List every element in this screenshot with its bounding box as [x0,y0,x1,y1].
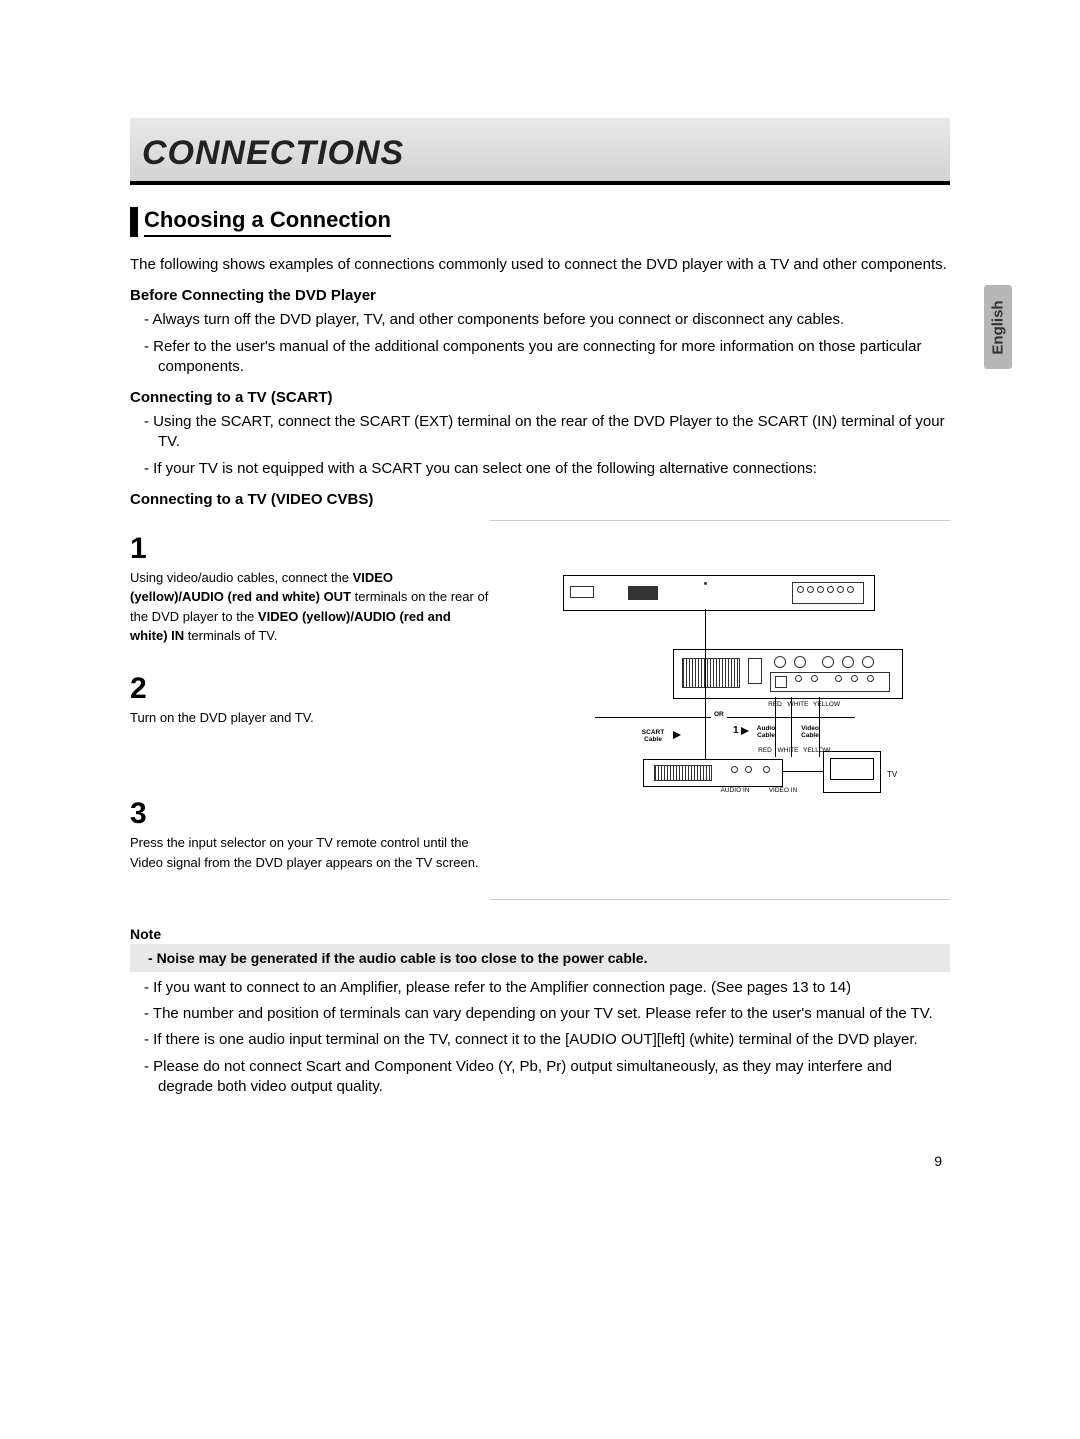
chapter-title: CONNECTIONS [142,134,938,173]
label-red: RED [757,747,773,754]
label-yellow: YELLOW [813,701,839,708]
list-item: If your TV is not equipped with a SCART … [130,459,950,479]
note-list: If you want to connect to an Amplifier, … [130,978,950,1097]
step-text-span: terminals of TV. [184,628,277,643]
list-item: Please do not connect Scart and Componen… [130,1057,950,1098]
list-item: The number and position of terminals can… [130,1004,950,1024]
step-number: 3 [130,797,490,831]
steps-and-diagram: 1 Using video/audio cables, connect the … [130,514,950,900]
label-video-in: VIDEO IN [763,787,803,794]
diagram-step-marker: 1 [733,725,739,736]
divider [490,899,950,900]
list-item: Refer to the user's manual of the additi… [130,337,950,378]
label-or: OR [711,711,727,718]
label-white: WHITE [777,747,799,754]
label-scart-cable: SCART Cable [635,729,671,743]
tv-icon [823,751,881,793]
list-item: Using the SCART, connect the SCART (EXT)… [130,412,950,453]
step-number: 2 [130,672,490,706]
list-item: If you want to connect to an Amplifier, … [130,978,950,998]
step-text: Turn on the DVD player and TV. [130,708,490,728]
subhead-scart: Connecting to a TV (SCART) [130,389,950,406]
step-text-span: Using video/audio cables, connect the [130,570,353,585]
step-text: Press the input selector on your TV remo… [130,833,490,872]
connection-diagram: RED WHITE YELLOW OR SCART Cable 1 Audio … [535,561,905,871]
diagram-column: RED WHITE YELLOW OR SCART Cable 1 Audio … [490,514,950,900]
list-item: Always turn off the DVD player, TV, and … [130,310,950,330]
label-tv: TV [887,771,897,780]
language-tab-text: English [990,300,1007,354]
label-audio-in: AUDIO IN [715,787,755,794]
scart-list: Using the SCART, connect the SCART (EXT)… [130,412,950,479]
page-number: 9 [934,1153,942,1169]
note-highlight: Noise may be generated if the audio cabl… [130,944,950,972]
subhead-cvbs: Connecting to a TV (VIDEO CVBS) [130,491,950,508]
before-list: Always turn off the DVD player, TV, and … [130,310,950,377]
tv-front-panel [563,575,875,611]
dvd-rear-panel [673,649,903,699]
section-heading: Choosing a Connection [130,207,950,237]
chapter-title-bar: CONNECTIONS [130,118,950,185]
step-number: 1 [130,532,490,566]
steps-column: 1 Using video/audio cables, connect the … [130,514,490,900]
manual-page: CONNECTIONS English Choosing a Connectio… [0,0,1080,1439]
subhead-before: Before Connecting the DVD Player [130,287,950,304]
language-tab: English [984,285,1012,369]
note-heading: Note [130,926,950,942]
tv-rear-panel [643,759,783,787]
step-text: Using video/audio cables, connect the VI… [130,568,490,646]
section-title: Choosing a Connection [144,207,391,237]
section-bar-icon [130,207,138,237]
intro-text: The following shows examples of connecti… [130,255,950,275]
list-item: If there is one audio input terminal on … [130,1030,950,1050]
